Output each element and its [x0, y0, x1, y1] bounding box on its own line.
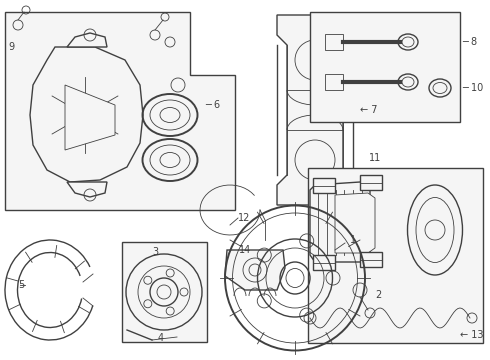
Polygon shape [67, 182, 107, 197]
Text: 11: 11 [369, 153, 381, 163]
Bar [360, 252, 382, 267]
Text: ─ 8: ─ 8 [462, 37, 477, 47]
Bar [325, 34, 343, 50]
Text: 4: 4 [158, 333, 164, 343]
Bar [313, 178, 335, 193]
Text: ─ 6: ─ 6 [205, 100, 220, 110]
Text: ← 13: ← 13 [460, 330, 484, 340]
Bar [313, 255, 335, 270]
Text: 1: 1 [350, 235, 356, 245]
Polygon shape [335, 193, 375, 253]
Bar [360, 175, 382, 190]
Bar [122, 242, 207, 342]
Text: ─ 10: ─ 10 [462, 83, 483, 93]
Text: ← 7: ← 7 [360, 105, 377, 115]
Bar [325, 74, 343, 90]
Text: 5: 5 [18, 280, 24, 290]
Polygon shape [67, 33, 107, 47]
Polygon shape [30, 47, 143, 182]
Text: 9: 9 [8, 42, 14, 52]
Text: 3: 3 [152, 247, 158, 257]
Polygon shape [65, 85, 115, 150]
Text: 2: 2 [375, 290, 381, 300]
Polygon shape [5, 12, 235, 210]
Bar [308, 168, 483, 343]
Polygon shape [277, 15, 353, 205]
Text: 12: 12 [238, 213, 250, 223]
Polygon shape [225, 250, 285, 290]
Text: 14: 14 [239, 245, 251, 255]
Bar [310, 12, 460, 122]
Polygon shape [310, 182, 370, 262]
